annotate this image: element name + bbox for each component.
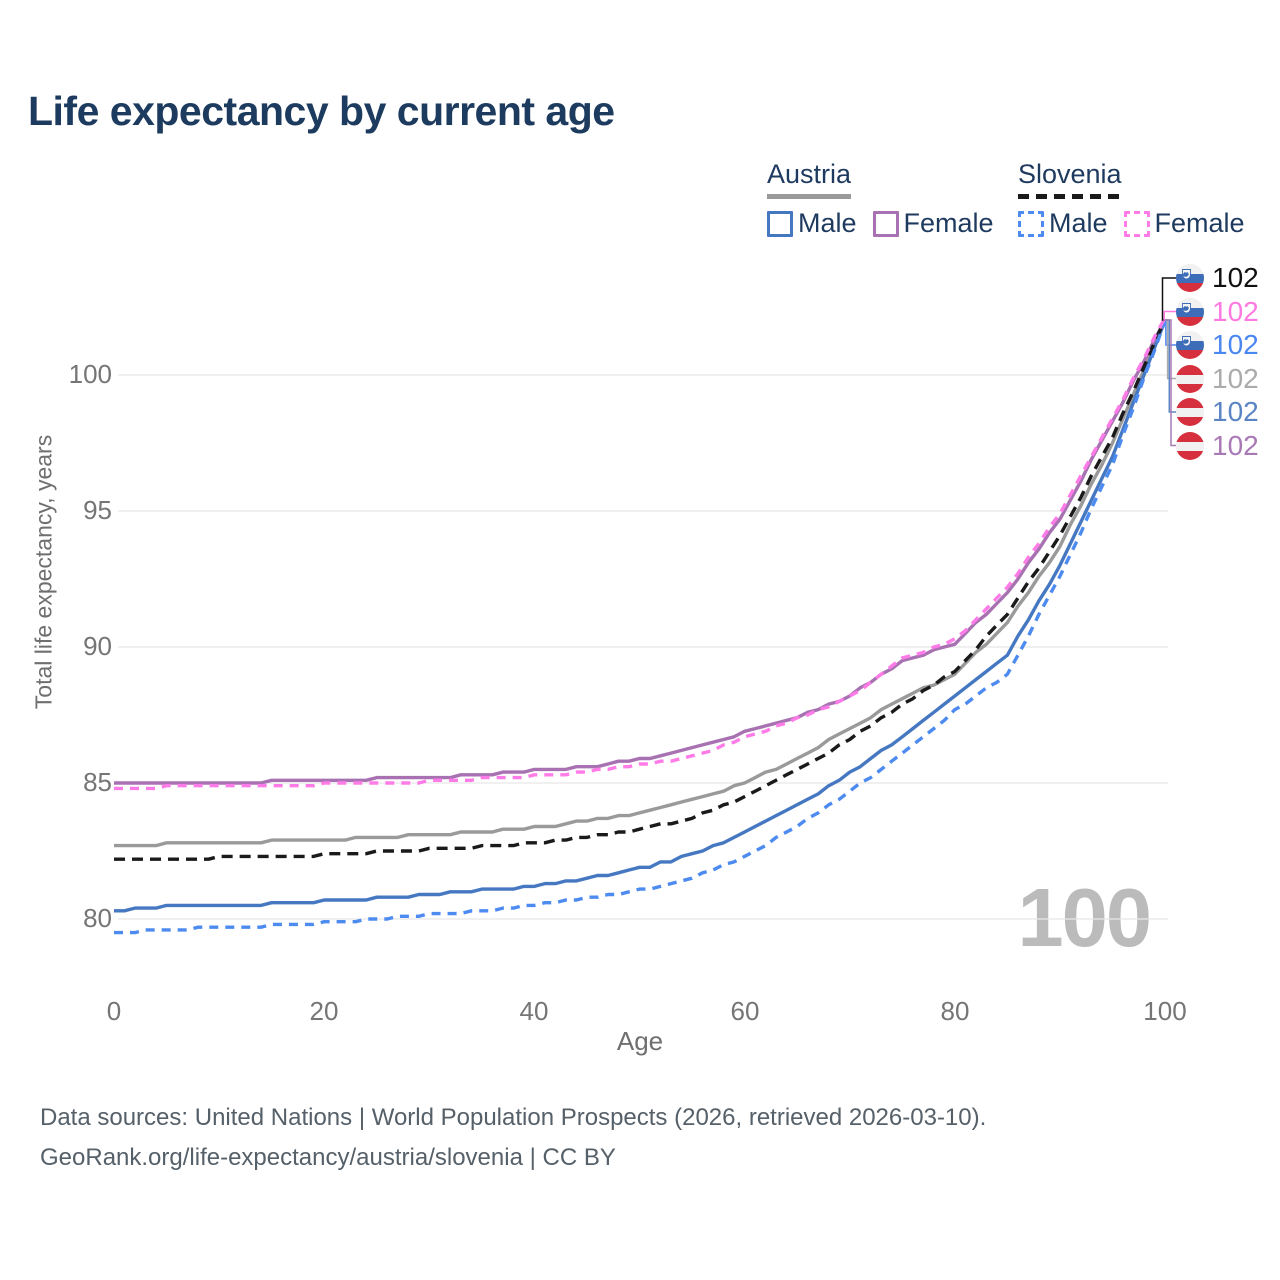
- legend-item-austria-male[interactable]: Male: [767, 208, 857, 239]
- slovenia-line-sample: [1018, 194, 1122, 199]
- x-tick-40: 40: [519, 996, 549, 1026]
- legend-group-label: Slovenia: [1018, 159, 1122, 189]
- y-axis-title: Total life expectancy, years: [30, 434, 57, 710]
- series-line-slovenia-male: [114, 320, 1167, 935]
- end-label-value: 102: [1212, 329, 1259, 360]
- slovenia-flag-icon: [1176, 297, 1204, 326]
- y-tick-100: 100: [68, 359, 112, 389]
- legend-header-slovenia[interactable]: Slovenia: [1018, 159, 1122, 199]
- x-tick-0: 0: [106, 996, 122, 1026]
- series-line-austria-female: [114, 319, 1167, 785]
- end-label-value: 102: [1212, 396, 1259, 427]
- legend-item-austria-female[interactable]: Female: [872, 208, 994, 239]
- end-label-leader-5: [1165, 319, 1176, 447]
- austria-flag-icon: [1176, 431, 1204, 460]
- footer-attribution: GeoRank.org/life-expectancy/austria/slov…: [40, 1144, 616, 1171]
- slovenia-coat-of-arms: [1182, 336, 1191, 346]
- age-watermark: 100: [1017, 871, 1152, 964]
- slovenia-coat-of-arms: [1182, 269, 1191, 279]
- legend-item-label: Male: [798, 208, 857, 238]
- legend-header-austria[interactable]: Austria: [767, 159, 852, 199]
- slovenia-female-swatch: [1123, 210, 1150, 237]
- end-label-value: 102: [1212, 362, 1259, 394]
- austria-flag-icon: [1176, 364, 1204, 393]
- legend-group-label: Austria: [767, 159, 852, 189]
- end-label-austria-female: 102: [1176, 430, 1259, 462]
- x-tick-60: 60: [730, 996, 760, 1026]
- legend-group-slovenia: Slovenia Male Female: [1018, 159, 1261, 239]
- austria-male-swatch: [767, 210, 793, 237]
- series-line-austria-male: [114, 319, 1167, 913]
- end-label-value: 102: [1212, 262, 1259, 293]
- legend-item-slovenia-male[interactable]: Male: [1018, 208, 1108, 239]
- slovenia-flag-icon: [1176, 264, 1204, 292]
- series-line-slovenia-female: [114, 317, 1167, 791]
- austria-flag-icon: [1176, 398, 1204, 426]
- slovenia-flag-icon: [1176, 331, 1204, 359]
- x-tick-20: 20: [309, 996, 339, 1026]
- page-title: Life expectancy by current age: [28, 88, 615, 134]
- legend-item-label: Female: [903, 208, 994, 238]
- end-label-austria-male: 102: [1176, 396, 1259, 428]
- end-label-slovenia-both-sexes: 102: [1176, 262, 1259, 294]
- legend-group-austria: Austria Male Female: [767, 159, 1010, 239]
- legend-item-slovenia-female[interactable]: Female: [1123, 208, 1245, 239]
- end-label-value: 102: [1212, 429, 1259, 461]
- y-tick-95: 95: [83, 495, 112, 525]
- footer-source: Data sources: United Nations | World Pop…: [40, 1104, 987, 1131]
- x-tick-80: 80: [940, 996, 970, 1026]
- x-tick-100: 100: [1143, 996, 1187, 1026]
- end-label-austria-both-sexes: 102: [1176, 363, 1259, 395]
- end-label-slovenia-female: 102: [1176, 296, 1259, 328]
- end-label-value: 102: [1212, 295, 1259, 327]
- austria-line-sample: [767, 194, 852, 199]
- y-tick-80: 80: [83, 903, 112, 933]
- y-tick-85: 85: [83, 767, 112, 797]
- slovenia-coat-of-arms: [1182, 302, 1191, 313]
- legend-item-label: Male: [1049, 208, 1108, 238]
- austria-female-swatch: [872, 210, 899, 237]
- series-line-austria-both-sexes: [114, 319, 1167, 848]
- legend-item-label: Female: [1154, 208, 1245, 238]
- y-tick-90: 90: [83, 631, 112, 661]
- end-label-leader-1: [1163, 310, 1176, 321]
- end-label-slovenia-male: 102: [1176, 329, 1259, 361]
- series-line-slovenia-both-sexes: [114, 318, 1167, 861]
- x-axis-title: Age: [616, 1026, 664, 1056]
- slovenia-male-swatch: [1018, 210, 1044, 237]
